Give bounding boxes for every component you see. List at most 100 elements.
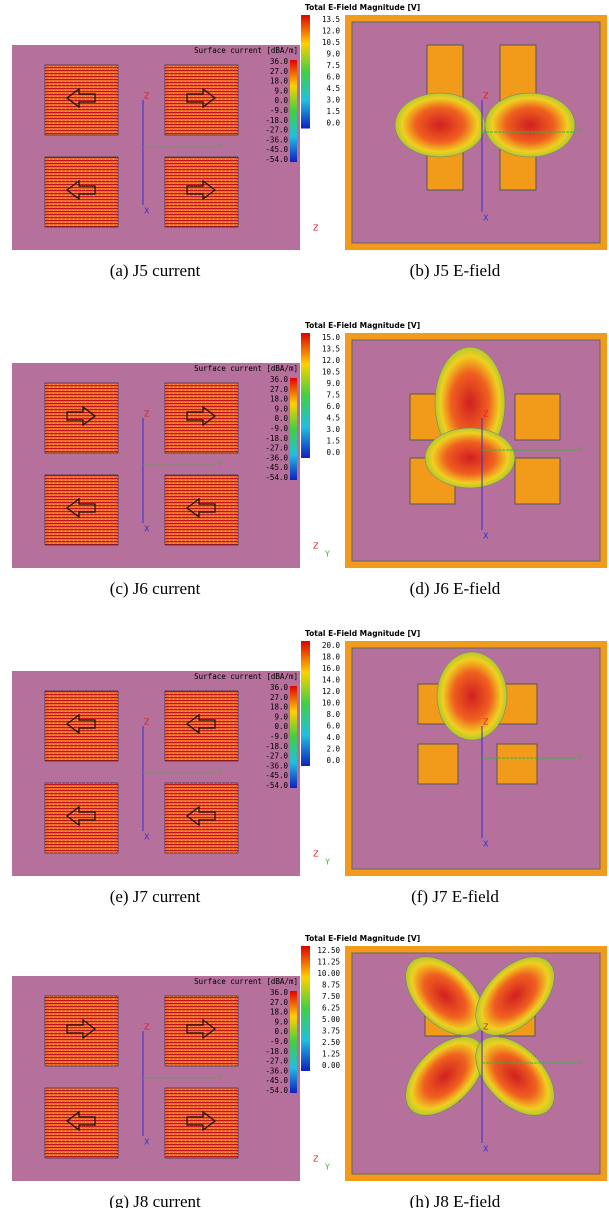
- colorbar-tick: 27.0: [270, 385, 289, 394]
- colorbar: [301, 333, 310, 458]
- radiation-lobe: [437, 652, 507, 740]
- colorbar-tick: 12.0: [322, 356, 341, 365]
- colorbar-tick: -54.0: [265, 781, 288, 790]
- patch: [515, 458, 560, 504]
- colorbar-tick: 9.0: [326, 379, 340, 388]
- colorbar-tick: 11.25: [317, 958, 340, 967]
- colorbar: [301, 641, 310, 766]
- colorbar-title: Total E-Field Magnitude [V]: [305, 629, 420, 638]
- patch: [45, 996, 118, 1066]
- colorbar-tick: -18.0: [265, 116, 288, 125]
- colorbar-tick: 9.0: [274, 86, 288, 95]
- radiation-lobe: [425, 428, 515, 488]
- caption: (h) J8 E-field: [410, 1192, 501, 1208]
- colorbar: [290, 378, 297, 480]
- caption: (c) J6 current: [110, 579, 201, 598]
- colorbar-tick: 2.50: [322, 1038, 341, 1047]
- patch: [418, 744, 458, 784]
- axis-label: Z: [144, 92, 150, 101]
- colorbar-title: Total E-Field Magnitude [V]: [305, 321, 420, 330]
- colorbar-tick: 3.0: [326, 96, 340, 105]
- colorbar-tick: 12.0: [322, 27, 341, 36]
- patch: [45, 1088, 118, 1158]
- colorbar-tick: -36.0: [265, 135, 288, 144]
- axis-label: Y: [216, 143, 222, 152]
- axis-label: Y: [576, 754, 582, 763]
- colorbar-tick: 27.0: [270, 998, 289, 1007]
- colorbar-tick: 0.0: [274, 96, 288, 105]
- colorbar-tick: -27.0: [265, 1057, 288, 1066]
- colorbar-tick: 4.0: [326, 733, 340, 742]
- colorbar-tick: -36.0: [265, 761, 288, 770]
- colorbar-tick: -27.0: [265, 126, 288, 135]
- colorbar-tick: 0.0: [274, 1027, 288, 1036]
- colorbar-tick: 10.0: [322, 699, 341, 708]
- axis-label: Z: [144, 410, 150, 419]
- colorbar-tick: -9.0: [270, 106, 289, 115]
- triad-label: Y: [324, 1163, 330, 1172]
- colorbar-tick: 20.0: [322, 641, 341, 650]
- axis-label: Y: [216, 1074, 222, 1083]
- axis-label: X: [144, 1138, 150, 1147]
- colorbar-tick: -27.0: [265, 752, 288, 761]
- colorbar-tick: 12.50: [317, 946, 340, 955]
- colorbar-tick: -45.0: [265, 1076, 288, 1085]
- colorbar-tick: -9.0: [270, 732, 289, 741]
- page: ZYXSurface current [dBA/m]36.027.018.09.…: [0, 0, 609, 1208]
- patch: [45, 475, 118, 545]
- colorbar-tick: 9.0: [274, 712, 288, 721]
- patch: [165, 996, 238, 1066]
- colorbar-tick: 16.0: [322, 664, 341, 673]
- patch: [165, 691, 238, 761]
- patch: [165, 65, 238, 135]
- colorbar-tick: -54.0: [265, 473, 288, 482]
- colorbar-tick: 14.0: [322, 676, 341, 685]
- colorbar-tick: 13.5: [322, 15, 340, 24]
- radiation-lobe: [395, 93, 485, 157]
- axis-label: X: [144, 207, 150, 216]
- colorbar-tick: 6.0: [326, 722, 340, 731]
- colorbar-tick: 8.0: [326, 710, 340, 719]
- colorbar-tick: -45.0: [265, 145, 288, 154]
- triad-label: Z: [313, 1155, 319, 1164]
- caption: (d) J6 E-field: [410, 579, 501, 598]
- colorbar-tick: 0.0: [274, 722, 288, 731]
- colorbar-tick: 10.00: [317, 969, 340, 978]
- colorbar-tick: 6.0: [326, 402, 340, 411]
- colorbar-tick: 0.0: [326, 756, 340, 765]
- patch: [45, 783, 118, 853]
- colorbar-tick: 7.5: [326, 391, 340, 400]
- colorbar-tick: 0.0: [326, 119, 340, 128]
- colorbar: [290, 686, 297, 788]
- colorbar-tick: 12.0: [322, 687, 341, 696]
- colorbar-tick: 0.0: [274, 414, 288, 423]
- axis-label: Z: [144, 718, 150, 727]
- colorbar-tick: 6.0: [326, 73, 340, 82]
- colorbar-title: Surface current [dBA/m]: [194, 672, 298, 681]
- colorbar-tick: 18.0: [270, 395, 289, 404]
- colorbar-tick: -36.0: [265, 1066, 288, 1075]
- triad-label: Z: [313, 224, 319, 233]
- colorbar-tick: 15.0: [322, 333, 341, 342]
- colorbar-tick: -18.0: [265, 1047, 288, 1056]
- colorbar-tick: 36.0: [270, 375, 289, 384]
- caption: (a) J5 current: [110, 261, 201, 280]
- colorbar-tick: -9.0: [270, 424, 289, 433]
- colorbar-tick: -45.0: [265, 463, 288, 472]
- colorbar-tick: -9.0: [270, 1037, 289, 1046]
- colorbar-title: Total E-Field Magnitude [V]: [305, 3, 420, 12]
- colorbar-title: Surface current [dBA/m]: [194, 977, 298, 986]
- colorbar-tick: 18.0: [270, 703, 289, 712]
- colorbar-tick: 3.0: [326, 425, 340, 434]
- patch: [45, 691, 118, 761]
- patch: [165, 783, 238, 853]
- radiation-lobe: [485, 93, 575, 157]
- colorbar: [290, 991, 297, 1093]
- patch: [45, 157, 118, 227]
- colorbar-tick: 13.5: [322, 345, 340, 354]
- triad-label: Y: [324, 858, 330, 867]
- triad-label: Y: [324, 550, 330, 559]
- colorbar-tick: 9.0: [326, 50, 340, 59]
- colorbar-tick: 0.0: [326, 448, 340, 457]
- caption: (e) J7 current: [110, 887, 201, 906]
